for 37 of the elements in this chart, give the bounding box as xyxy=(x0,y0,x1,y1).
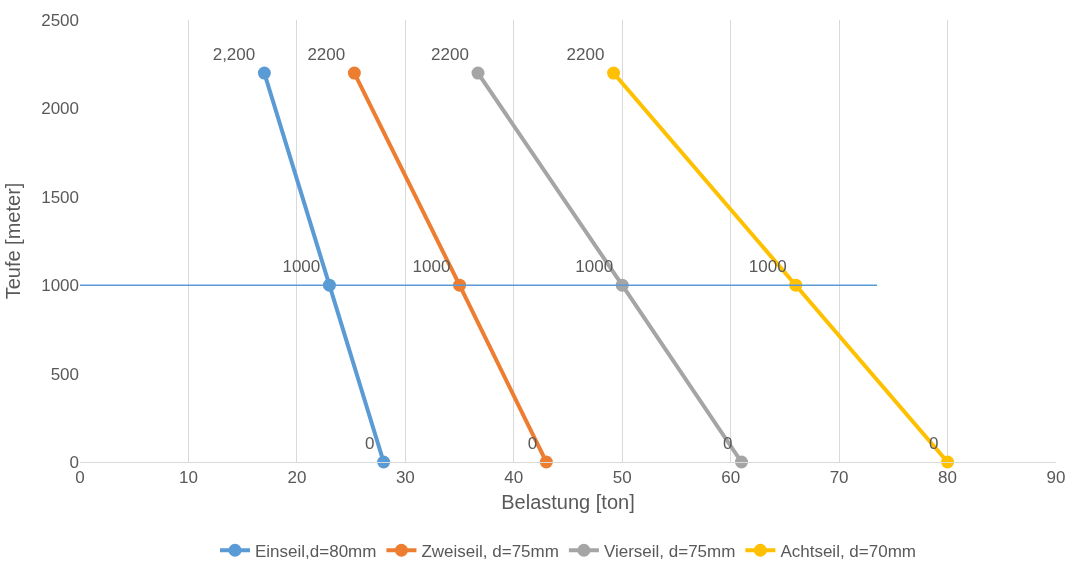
data-label: 0 xyxy=(527,433,538,453)
y-tick-label: 500 xyxy=(50,364,79,384)
x-tick-label: 90 xyxy=(1046,468,1066,488)
data-label: 1000 xyxy=(575,256,614,276)
x-tick-label: 50 xyxy=(612,468,632,488)
legend-label: Vierseil, d=75mm xyxy=(603,541,736,561)
x-tick-label: 10 xyxy=(178,468,198,488)
point xyxy=(347,66,361,80)
y-tick-label: 2500 xyxy=(41,10,79,30)
point xyxy=(607,66,621,80)
legend-label: Zweiseil, d=75mm xyxy=(421,541,559,561)
x-tick-label: 20 xyxy=(287,468,307,488)
x-tick-label: 60 xyxy=(721,468,741,488)
y-tick-label: 0 xyxy=(69,452,79,472)
point xyxy=(257,66,271,80)
data-label: 2,200 xyxy=(212,44,256,64)
y-tick-label: 2000 xyxy=(41,99,79,119)
data-label: 2200 xyxy=(566,44,605,64)
data-label: 1000 xyxy=(412,256,451,276)
x-tick-label: 80 xyxy=(938,468,958,488)
data-label: 2200 xyxy=(431,44,469,64)
x-tick-label: 40 xyxy=(504,468,524,488)
x-axis-title: Belastung [ton] xyxy=(501,490,635,513)
legend-label: Achtseil, d=70mm xyxy=(780,541,916,561)
legend-label: Einseil,d=80mm xyxy=(255,541,377,561)
data-label: 1000 xyxy=(282,256,321,276)
y-tick-label: 1000 xyxy=(41,276,79,296)
point xyxy=(471,66,485,80)
point xyxy=(735,455,749,469)
data-label: 0 xyxy=(365,433,375,453)
y-tick-label: 1500 xyxy=(41,187,79,207)
data-label: 0 xyxy=(722,433,733,453)
x-tick-label: 30 xyxy=(395,468,415,488)
y-axis-title: Teufe [meter] xyxy=(1,182,24,300)
x-tick-label: 70 xyxy=(829,468,849,488)
data-label: 0 xyxy=(928,433,939,453)
data-label: 2200 xyxy=(307,44,346,64)
